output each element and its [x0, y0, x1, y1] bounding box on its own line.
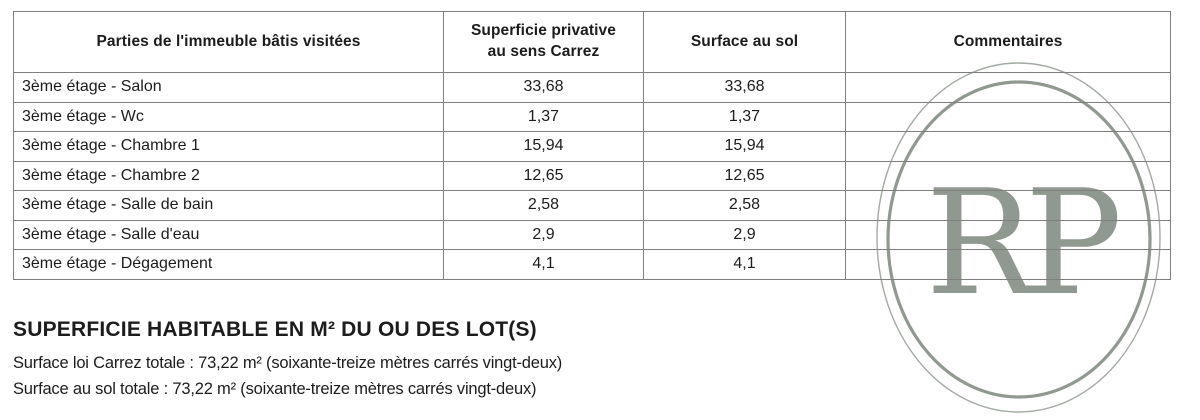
cell-sol-value: 33,68 [643, 72, 846, 103]
cell-carrez-value: 12,65 [443, 160, 644, 191]
header-cell-parties: Parties de l'immeuble bâtis visitées [13, 11, 444, 73]
table-row: 3ème étage - Chambre 2 12,65 12,65 [13, 160, 1171, 191]
cell-carrez-value: 1,37 [443, 101, 644, 132]
carrez-measurement-table: Parties de l'immeuble bâtis visitées Sup… [13, 11, 1171, 280]
surface-totals: Surface loi Carrez totale : 73,22 m² (so… [13, 351, 562, 402]
header-cell-superficie-carrez: Superficie privative au sens Carrez [443, 11, 644, 73]
cell-room-label: 3ème étage - Wc [13, 101, 444, 132]
table-row: 3ème étage - Chambre 1 15,94 15,94 [13, 131, 1171, 162]
header-cell-commentaires: Commentaires [845, 11, 1171, 73]
cell-comment [845, 249, 1171, 280]
table-row: 3ème étage - Salle d'eau 2,9 2,9 [13, 219, 1171, 250]
cell-comment [845, 160, 1171, 191]
cell-room-label: 3ème étage - Salle de bain [13, 190, 444, 221]
cell-sol-value: 2,58 [643, 190, 846, 221]
cell-sol-value: 15,94 [643, 131, 846, 162]
cell-comment [845, 101, 1171, 132]
cell-room-label: 3ème étage - Dégagement [13, 249, 444, 280]
carrez-total-line: Surface loi Carrez totale : 73,22 m² (so… [13, 354, 563, 372]
cell-carrez-value: 4,1 [443, 249, 644, 280]
cell-carrez-value: 33,68 [443, 72, 644, 103]
header-cell-surface-sol: Surface au sol [643, 11, 846, 73]
floor-surface-total-line: Surface au sol totale : 73,22 m² (soixan… [13, 379, 537, 398]
habitable-surface-heading: SUPERFICIE HABITABLE EN M² DU OU DES LOT… [13, 318, 537, 341]
cell-room-label: 3ème étage - Salle d'eau [13, 219, 444, 250]
cell-comment [845, 72, 1171, 103]
cell-room-label: 3ème étage - Salon [13, 72, 444, 103]
table-header-row: Parties de l'immeuble bâtis visitées Sup… [13, 11, 1171, 73]
cell-comment [845, 219, 1171, 250]
table-row: 3ème étage - Salle de bain 2,58 2,58 [13, 190, 1171, 221]
table-row: 3ème étage - Salon 33,68 33,68 [13, 72, 1171, 103]
cell-comment [845, 190, 1171, 221]
cell-sol-value: 12,65 [643, 160, 846, 191]
cell-carrez-value: 15,94 [443, 131, 644, 162]
cell-sol-value: 2,9 [643, 219, 846, 250]
cell-sol-value: 1,37 [643, 101, 846, 132]
cell-room-label: 3ème étage - Chambre 2 [13, 160, 444, 191]
cell-comment [845, 131, 1171, 162]
table-row: 3ème étage - Dégagement 4,1 4,1 [13, 249, 1171, 280]
table-row: 3ème étage - Wc 1,37 1,37 [13, 101, 1171, 132]
cell-sol-value: 4,1 [643, 249, 846, 280]
cell-carrez-value: 2,9 [443, 219, 644, 250]
cell-room-label: 3ème étage - Chambre 1 [13, 131, 444, 162]
cell-carrez-value: 2,58 [443, 190, 644, 221]
